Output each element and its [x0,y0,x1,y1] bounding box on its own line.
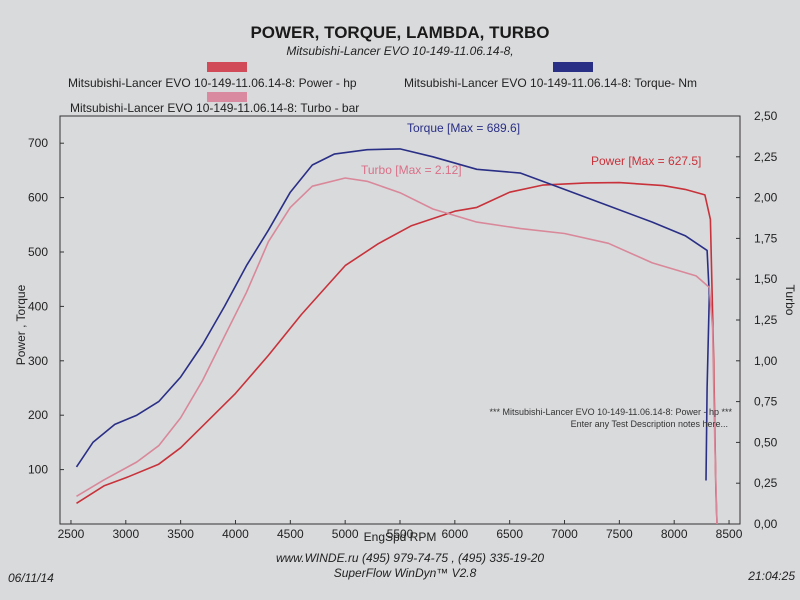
left-tick-label: 300 [28,354,48,368]
test-description-line2: Enter any Test Description notes here... [571,419,728,429]
left-tick-label: 500 [28,245,48,259]
left-axis-label: Power , Torque [14,284,28,365]
right-tick-label: 0,00 [754,517,778,531]
left-tick-label: 600 [28,191,48,205]
right-tick-label: 2,00 [754,191,778,205]
left-tick-label: 400 [28,299,48,313]
x-tick-label: 2500 [58,527,85,541]
left-tick-label: 700 [28,136,48,150]
legend-swatch-power [207,62,247,72]
legend-swatch-turbo [207,92,247,102]
left-axis-ticks: 100 200 300 400 500 600 700 [28,136,64,477]
x-tick-label: 4500 [277,527,304,541]
x-tick-label: 3500 [167,527,194,541]
right-tick-label: 0,50 [754,435,778,449]
x-tick-label: 8500 [716,527,743,541]
chart-title: POWER, TORQUE, LAMBDA, TURBO [250,23,549,42]
right-axis-ticks: 0,00 0,25 0,50 0,75 1,00 1,25 1,50 1,75 2,00 2,25… [736,109,778,531]
footer-time: 21:04:25 [747,569,795,583]
legend-label-power: Mitsubishi-Lancer EVO 10-149-11.06.14-8:… [68,76,357,90]
test-description-line1: *** Mitsubishi-Lancer EVO 10-149-11.06.1… [490,407,733,417]
left-tick-label: 200 [28,408,48,422]
right-tick-label: 1,25 [754,313,778,327]
chart-subtitle: Mitsubishi-Lancer EVO 10-149-11.06.14-8, [286,44,513,58]
x-axis-label: EngSpd RPM [364,530,437,544]
legend-label-turbo: Mitsubishi-Lancer EVO 10-149-11.06.14-8:… [70,101,359,115]
torque-line [75,148,711,481]
footer-website: www.WINDE.ru (495) 979-74-75 , (495) 335… [276,551,544,565]
legend-swatch-torque [553,62,593,72]
footer-date: 06/11/14 [8,571,54,585]
x-tick-label: 3000 [112,527,139,541]
right-tick-label: 1,50 [754,272,778,286]
right-tick-label: 2,50 [754,109,778,123]
turbo-max-annotation: Turbo [Max = 2.12] [361,163,462,177]
power-line [76,181,718,525]
x-tick-label: 4000 [222,527,249,541]
x-axis-ticks: 2500 3000 3500 4000 4500 5000 5500 6000 6500 7000… [58,520,743,541]
x-tick-label: 5000 [332,527,359,541]
right-tick-label: 0,75 [754,395,778,409]
x-tick-label: 6000 [441,527,468,541]
x-tick-label: 7500 [606,527,633,541]
right-tick-label: 0,25 [754,476,778,490]
turbo-line [76,177,718,525]
power-max-annotation: Power [Max = 627.5] [591,154,701,168]
right-tick-label: 1,75 [754,231,778,245]
right-tick-label: 1,00 [754,354,778,368]
series-lines [75,148,718,525]
legend-label-torque: Mitsubishi-Lancer EVO 10-149-11.06.14-8:… [404,76,697,90]
x-tick-label: 5500 [387,527,414,541]
footer-software: SuperFlow WinDyn™ V2.8 [334,566,477,580]
left-tick-label: 100 [28,463,48,477]
torque-max-annotation: Torque [Max = 689.6] [407,121,520,135]
plot-frame [59,115,741,525]
right-axis-label: Turbo [783,285,797,316]
x-tick-label: 6500 [496,527,523,541]
right-tick-label: 2,25 [754,150,778,164]
x-tick-label: 8000 [661,527,688,541]
x-tick-label: 7000 [551,527,578,541]
